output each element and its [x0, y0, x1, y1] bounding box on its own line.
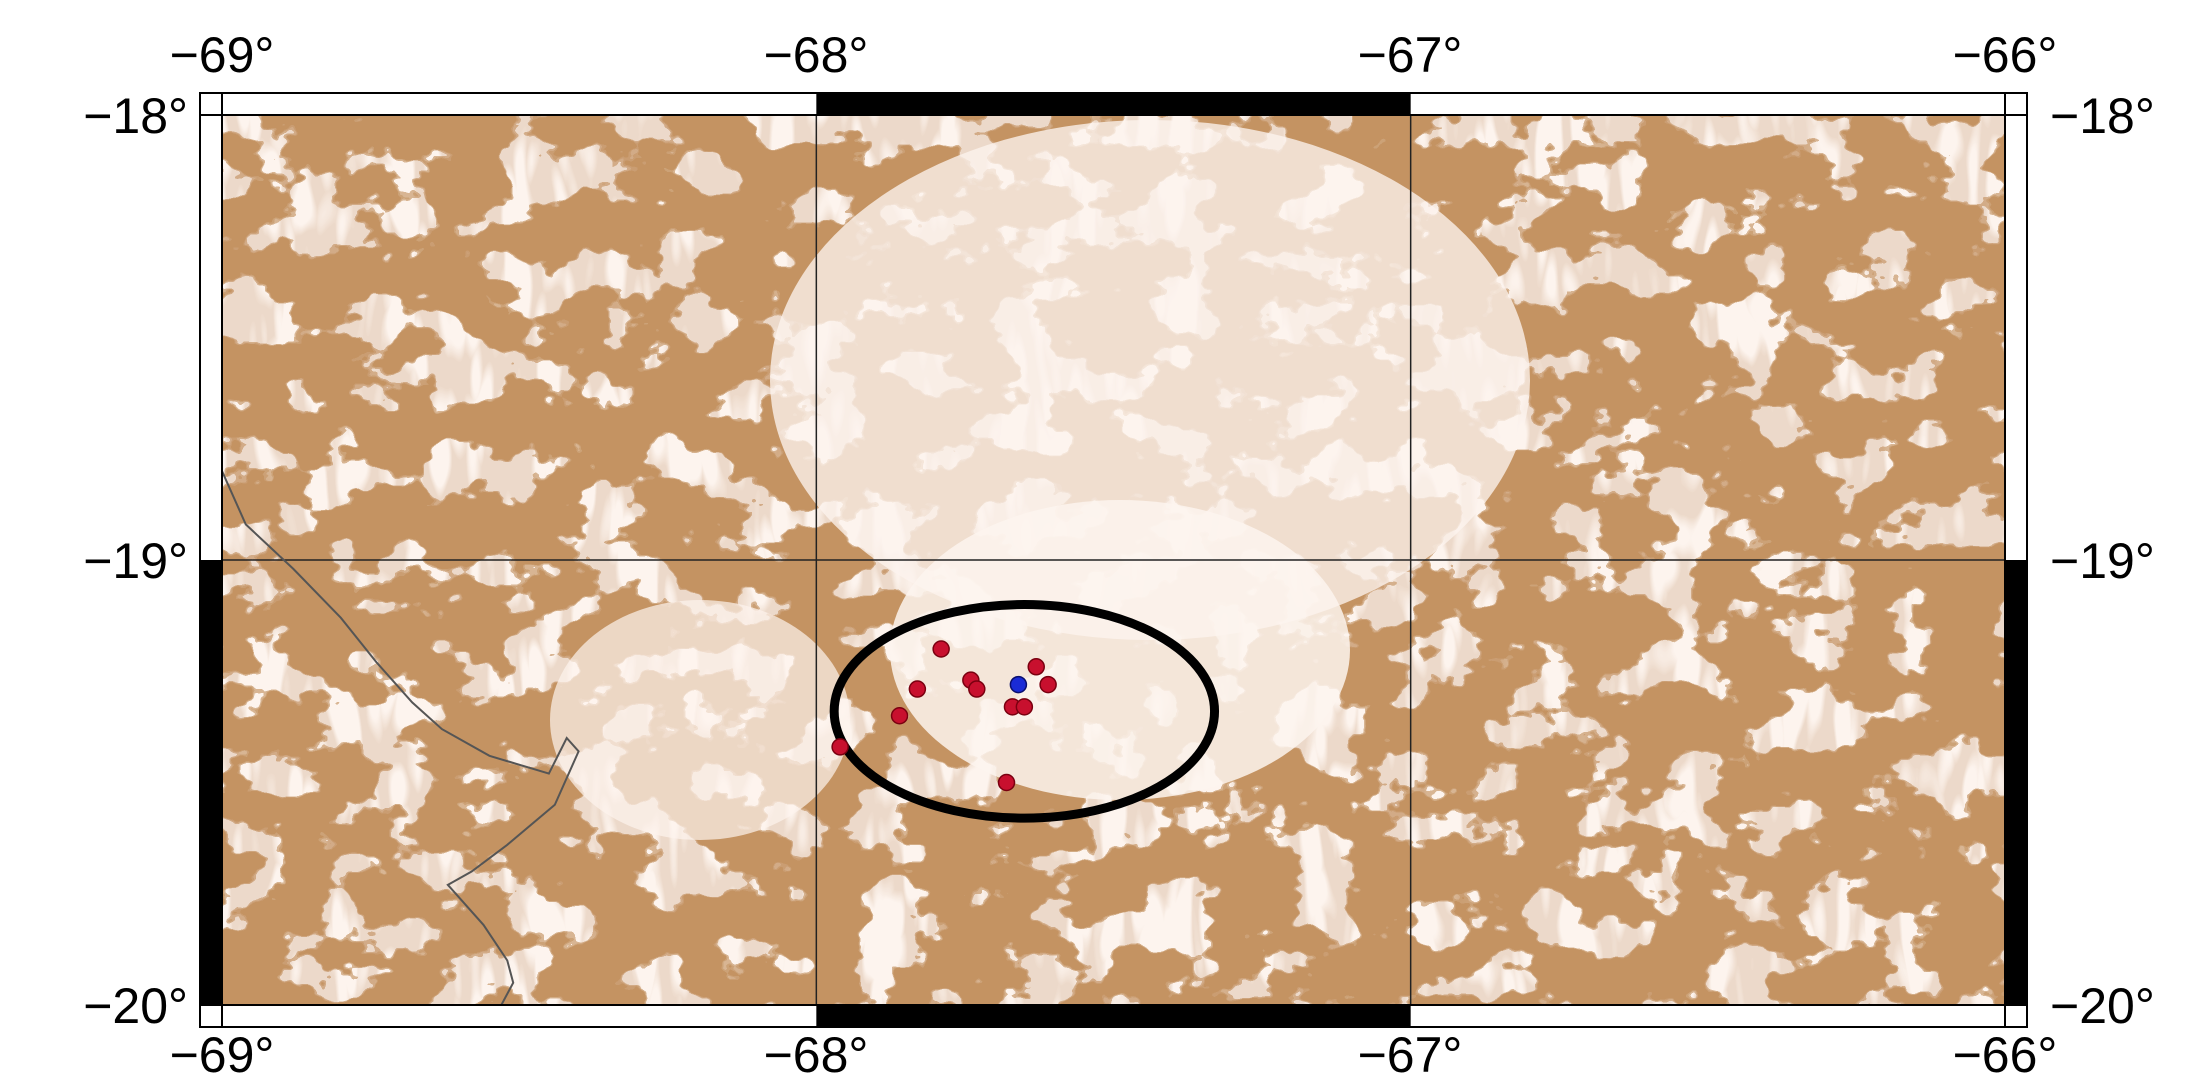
basin-west-highlight	[550, 600, 850, 840]
right-tick-label: −20°	[2050, 978, 2155, 1034]
right-tick-label: −18°	[2050, 88, 2155, 144]
event-marker	[890, 707, 909, 725]
frame-segment-bottom	[816, 1005, 1411, 1027]
plateau-highlight	[770, 120, 1530, 640]
frame-corner	[2004, 1004, 2028, 1028]
event-marker	[1027, 658, 1045, 676]
top-tick-labels: −69° −68° −67° −66°	[170, 27, 2058, 83]
left-tick-label: −20°	[83, 978, 188, 1034]
event-markers	[831, 640, 1057, 792]
frame-segment-top	[816, 93, 1411, 115]
event-marker	[1039, 675, 1057, 694]
bottom-tick-label: −67°	[1358, 1027, 1463, 1083]
event-marker	[908, 680, 927, 698]
right-tick-label: −19°	[2050, 533, 2155, 589]
bottom-tick-label: −68°	[764, 1027, 869, 1083]
left-tick-label: −19°	[83, 533, 188, 589]
country-border-line	[222, 470, 580, 1005]
right-tick-labels: −18° −19° −20°	[2050, 88, 2155, 1034]
gridlines	[222, 115, 2005, 1005]
frame-segment-right	[2005, 560, 2027, 1005]
bottom-tick-labels: −69° −68° −67° −66°	[170, 1027, 2058, 1083]
frame-corner	[2004, 92, 2028, 116]
main-event-marker	[1009, 675, 1028, 694]
event-marker	[831, 738, 849, 756]
event-marker	[932, 640, 950, 658]
map-frame	[199, 92, 2028, 1028]
event-marker	[997, 773, 1016, 792]
top-tick-label: −69°	[170, 27, 275, 83]
top-tick-label: −68°	[764, 27, 869, 83]
highlight-circle	[829, 600, 1220, 823]
left-tick-labels: −18° −19° −20°	[83, 88, 188, 1034]
top-tick-label: −67°	[1358, 27, 1463, 83]
frame-corner	[199, 92, 223, 116]
frame-segment-left	[200, 560, 222, 1005]
bottom-tick-label: −66°	[1953, 1027, 2058, 1083]
frame-corner	[199, 1004, 223, 1028]
top-tick-label: −66°	[1953, 27, 2058, 83]
left-tick-label: −18°	[83, 88, 188, 144]
event-marker	[968, 680, 986, 698]
event-marker	[1015, 698, 1034, 716]
bottom-tick-label: −69°	[170, 1027, 275, 1083]
basin-highlight	[890, 500, 1350, 800]
